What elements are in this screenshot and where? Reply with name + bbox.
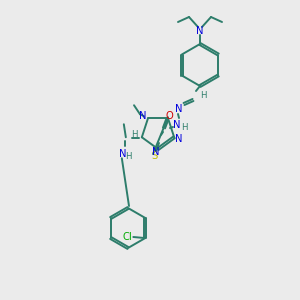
Text: N: N xyxy=(176,134,183,144)
Text: H: H xyxy=(181,122,187,131)
Text: H: H xyxy=(126,152,132,161)
Text: O: O xyxy=(165,111,173,121)
Text: Cl: Cl xyxy=(122,232,132,242)
Text: S: S xyxy=(151,151,157,161)
Text: N: N xyxy=(173,120,181,130)
Text: N: N xyxy=(119,149,127,159)
Text: N: N xyxy=(139,111,147,121)
Text: N: N xyxy=(175,104,183,114)
Text: H: H xyxy=(132,130,138,139)
Text: N: N xyxy=(196,26,204,36)
Text: H: H xyxy=(200,91,206,100)
Text: N: N xyxy=(152,147,160,157)
